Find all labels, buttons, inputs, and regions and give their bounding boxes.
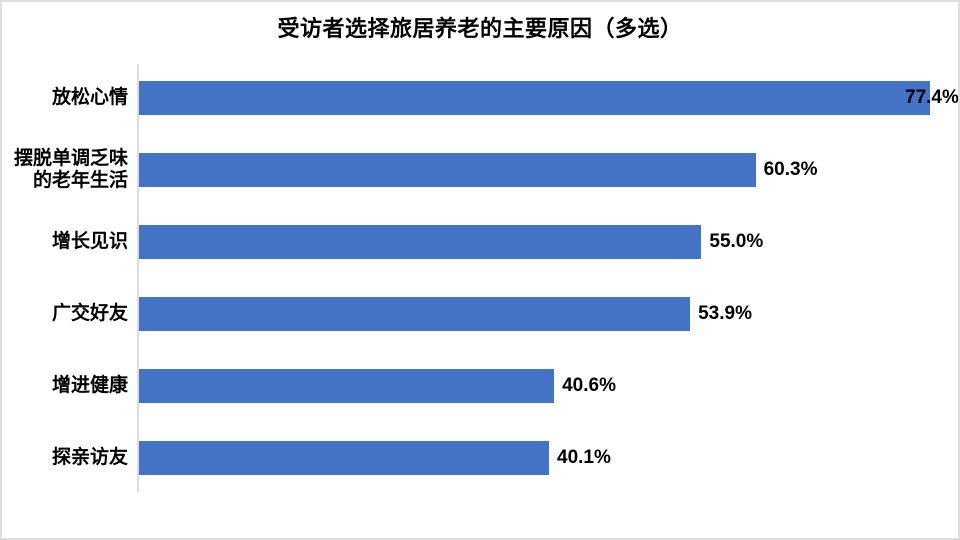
value-label: 40.1% [557, 447, 611, 468]
bar [139, 297, 691, 331]
bar-row: 广交好友 53.9% [52, 278, 957, 350]
bar [139, 81, 931, 115]
bar-row: 放松心情 77.4% [52, 62, 959, 134]
category-label: 增长见识 [51, 230, 128, 252]
bar-row: 探亲访友 40.1% [52, 422, 957, 494]
category-label: 摆脱单调乏味 的老年生活 [13, 147, 128, 191]
bar [139, 441, 549, 475]
bar [139, 369, 555, 403]
value-label: 77.4% [905, 87, 959, 108]
category-label: 探亲访友 [51, 446, 128, 468]
category-label: 放松心情 [51, 86, 128, 108]
bar [139, 153, 756, 187]
value-label: 40.6% [562, 375, 616, 396]
value-label: 55.0% [709, 231, 764, 252]
chart-title: 受访者选择旅居养老的主要原因（多选） [277, 16, 683, 41]
bar-row: 摆脱单调乏味 的老年生活 60.3% [14, 134, 957, 206]
value-label: 53.9% [698, 303, 752, 324]
y-axis-line [137, 64, 139, 492]
bar-row: 增进健康 40.6% [52, 350, 957, 422]
category-label: 增进健康 [51, 374, 128, 396]
plot-area: 放松心情 77.4% 摆脱单调乏味 的老年生活 60.3% 增长见识 55.0% 广交好友 5… [14, 62, 959, 494]
bar-row: 增长见识 55.0% [52, 206, 957, 278]
value-label: 60.3% [763, 159, 818, 180]
category-label: 广交好友 [51, 302, 128, 324]
bar [139, 225, 702, 259]
